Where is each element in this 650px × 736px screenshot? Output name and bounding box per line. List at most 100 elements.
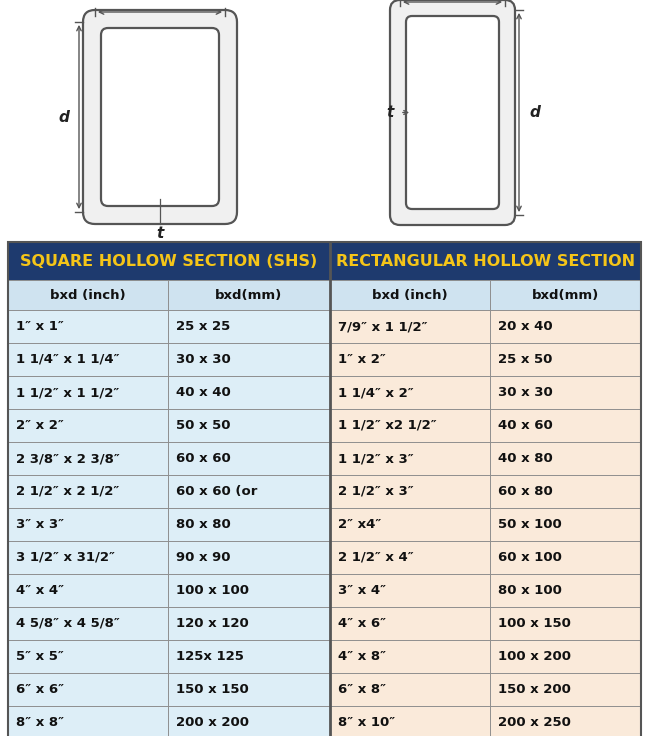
Text: RECTANGULAR HOLLOW SECTION: RECTANGULAR HOLLOW SECTION [336, 253, 635, 269]
Text: 30 x 30: 30 x 30 [176, 353, 231, 366]
Bar [330, 343, 490, 376]
Text: 2 3/8″ x 2 3/8″: 2 3/8″ x 2 3/8″ [16, 452, 120, 465]
Text: 4″ x 4″: 4″ x 4″ [16, 584, 64, 597]
FancyBboxPatch shape [390, 0, 515, 225]
Bar [8, 343, 168, 376]
Text: 1 1/4″ x 1 1/4″: 1 1/4″ x 1 1/4″ [16, 353, 120, 366]
Text: 8″ x 8″: 8″ x 8″ [16, 716, 64, 729]
Bar [168, 442, 330, 475]
Bar [8, 673, 168, 706]
FancyBboxPatch shape [83, 10, 237, 224]
Bar [490, 310, 641, 343]
Text: 1 1/2″ x 3″: 1 1/2″ x 3″ [338, 452, 413, 465]
Text: 1 1/2″ x2 1/2″: 1 1/2″ x2 1/2″ [338, 419, 437, 432]
Text: 2″ x4″: 2″ x4″ [338, 518, 382, 531]
Bar [168, 706, 330, 736]
Bar [490, 442, 641, 475]
Bar [490, 607, 641, 640]
Text: 80 x 100: 80 x 100 [498, 584, 562, 597]
Text: 60 x 100: 60 x 100 [498, 551, 562, 564]
Bar [8, 310, 168, 343]
Text: 100 x 200: 100 x 200 [498, 650, 571, 663]
Text: 2 1/2″ x 3″: 2 1/2″ x 3″ [338, 485, 413, 498]
Text: 30 x 30: 30 x 30 [498, 386, 552, 399]
Text: 1″ x 2″: 1″ x 2″ [338, 353, 385, 366]
Text: 80 x 80: 80 x 80 [176, 518, 231, 531]
Text: 25 x 25: 25 x 25 [176, 320, 230, 333]
Bar [168, 475, 330, 508]
Bar [8, 640, 168, 673]
Text: 6″ x 6″: 6″ x 6″ [16, 683, 64, 696]
Text: 1″ x 1″: 1″ x 1″ [16, 320, 64, 333]
Bar [490, 640, 641, 673]
Text: 40 x 40: 40 x 40 [176, 386, 231, 399]
Text: 50 x 50: 50 x 50 [176, 419, 231, 432]
Bar [168, 508, 330, 541]
Text: 3 1/2″ x 31/2″: 3 1/2″ x 31/2″ [16, 551, 115, 564]
Text: 5″ x 5″: 5″ x 5″ [16, 650, 64, 663]
Text: SQUARE HOLLOW SECTION (SHS): SQUARE HOLLOW SECTION (SHS) [20, 253, 318, 269]
Bar [8, 574, 168, 607]
Text: b: b [155, 0, 166, 3]
Bar [168, 541, 330, 574]
Bar [330, 607, 490, 640]
Text: d: d [58, 110, 69, 124]
Bar [8, 242, 330, 280]
Text: 1 1/2″ x 1 1/2″: 1 1/2″ x 1 1/2″ [16, 386, 119, 399]
Text: 150 x 150: 150 x 150 [176, 683, 249, 696]
Text: 60 x 80: 60 x 80 [498, 485, 552, 498]
Text: 4 5/8″ x 4 5/8″: 4 5/8″ x 4 5/8″ [16, 617, 120, 630]
Bar [330, 475, 490, 508]
Text: 40 x 60: 40 x 60 [498, 419, 552, 432]
Text: 6″ x 8″: 6″ x 8″ [338, 683, 386, 696]
Bar [168, 376, 330, 409]
Bar [330, 280, 490, 310]
Bar [168, 607, 330, 640]
Bar [490, 673, 641, 706]
Bar [8, 409, 168, 442]
Text: 100 x 150: 100 x 150 [498, 617, 571, 630]
Bar [8, 607, 168, 640]
FancyBboxPatch shape [101, 28, 219, 206]
Text: 20 x 40: 20 x 40 [498, 320, 552, 333]
Bar [168, 409, 330, 442]
Text: 60 x 60: 60 x 60 [176, 452, 231, 465]
Bar [490, 343, 641, 376]
Text: 40 x 80: 40 x 80 [498, 452, 552, 465]
Bar [330, 541, 490, 574]
Text: 2 1/2″ x 4″: 2 1/2″ x 4″ [338, 551, 413, 564]
FancyBboxPatch shape [406, 16, 499, 209]
Text: 90 x 90: 90 x 90 [176, 551, 231, 564]
Bar [8, 706, 168, 736]
Text: 100 x 100: 100 x 100 [176, 584, 249, 597]
Bar [330, 442, 490, 475]
Bar [168, 673, 330, 706]
Bar [490, 574, 641, 607]
Bar [330, 673, 490, 706]
Bar [330, 242, 641, 280]
Text: 7/9″ x 1 1/2″: 7/9″ x 1 1/2″ [338, 320, 428, 333]
Text: t: t [387, 105, 394, 120]
Bar [490, 376, 641, 409]
Text: 200 x 250: 200 x 250 [498, 716, 571, 729]
Bar [168, 343, 330, 376]
Text: 50 x 100: 50 x 100 [498, 518, 562, 531]
Bar [8, 541, 168, 574]
Text: 3″ x 4″: 3″ x 4″ [338, 584, 386, 597]
Text: 150 x 200: 150 x 200 [498, 683, 571, 696]
Text: 200 x 200: 200 x 200 [176, 716, 249, 729]
Text: t: t [157, 226, 164, 241]
Bar [330, 574, 490, 607]
Bar [490, 541, 641, 574]
Bar [168, 310, 330, 343]
Bar [330, 310, 490, 343]
Text: 1 1/4″ x 2″: 1 1/4″ x 2″ [338, 386, 413, 399]
Bar [490, 475, 641, 508]
Bar [330, 706, 490, 736]
Bar [490, 508, 641, 541]
Bar [330, 376, 490, 409]
Bar [330, 640, 490, 673]
Bar [8, 242, 641, 736]
Text: 8″ x 10″: 8″ x 10″ [338, 716, 395, 729]
Bar [168, 574, 330, 607]
